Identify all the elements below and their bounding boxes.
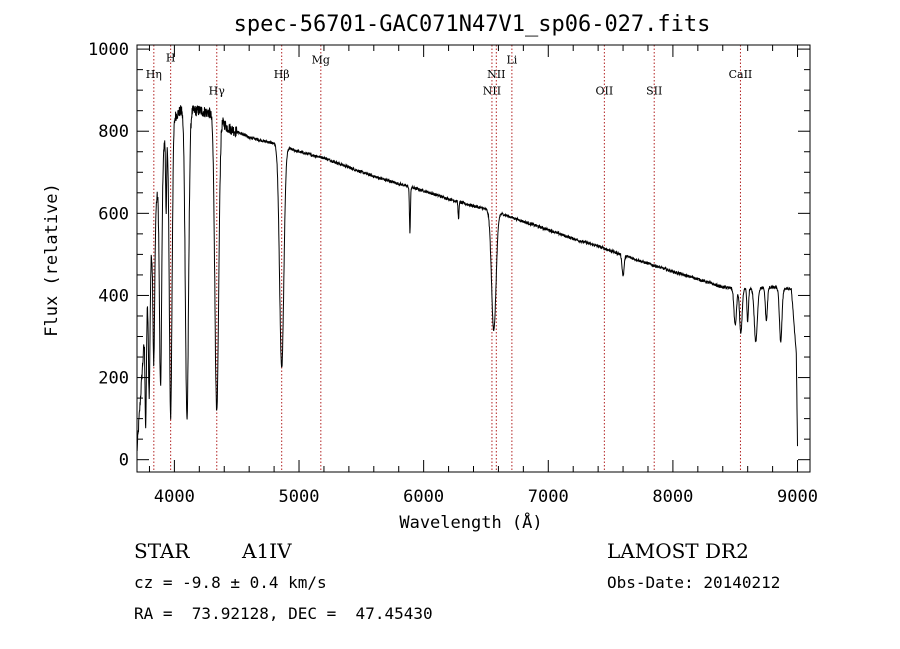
- plot-frame: [136, 44, 811, 473]
- reference-line-label: Hβ: [274, 68, 290, 81]
- spectrum-chart: spec-56701-GAC071N47V1_sp06-027.fits Hη H…: [42, 12, 818, 533]
- y-tick-label: 600: [98, 204, 129, 224]
- reference-line-label: H: [166, 51, 176, 64]
- x-tick-label: 7000: [528, 487, 569, 507]
- y-tick-label: 800: [98, 122, 129, 142]
- y-tick-label: 400: [98, 286, 129, 306]
- redshift-text: cz = -9.8 ± 0.4 km/s: [134, 573, 327, 592]
- chart-title: spec-56701-GAC071N47V1_sp06-027.fits: [234, 12, 711, 37]
- y-tick-label: 200: [98, 369, 129, 389]
- x-tick-label: 9000: [777, 487, 818, 507]
- x-tick-label: 8000: [652, 487, 693, 507]
- reference-line-label: NII: [487, 68, 505, 81]
- reference-line-label: SII: [646, 84, 662, 97]
- x-tick-label: 6000: [403, 487, 444, 507]
- spectrum-line: [136, 105, 798, 452]
- y-axis-label: Flux (relative): [42, 183, 62, 337]
- reference-line-label: Hγ: [209, 84, 226, 97]
- y-tick-label: 1000: [88, 40, 129, 60]
- obs-date-text: Obs-Date: 20140212: [607, 573, 781, 592]
- reference-line-label: Hη: [146, 68, 162, 81]
- reference-line-label: Mg: [312, 53, 330, 66]
- x-axis-ticks: 4000 5000 6000 7000 8000 9000: [148, 45, 818, 507]
- reference-line-label: CaII: [729, 68, 753, 81]
- reference-line-label: NII: [483, 84, 501, 97]
- y-tick-label: 0: [119, 451, 129, 471]
- x-axis-label: Wavelength (Å): [399, 511, 542, 533]
- x-tick-label: 5000: [279, 487, 320, 507]
- spectral-class: A1IV: [242, 539, 292, 563]
- y-axis-ticks: 0 200 400 600 800 1000: [88, 40, 810, 471]
- survey-name: LAMOST DR2: [607, 539, 749, 563]
- x-tick-label: 4000: [154, 487, 195, 507]
- coordinates-text: RA = 73.92128, DEC = 47.45430: [134, 604, 433, 623]
- reference-line-label: Li: [506, 53, 517, 66]
- reference-line-label: OII: [596, 84, 614, 97]
- object-type: STAR: [134, 539, 190, 563]
